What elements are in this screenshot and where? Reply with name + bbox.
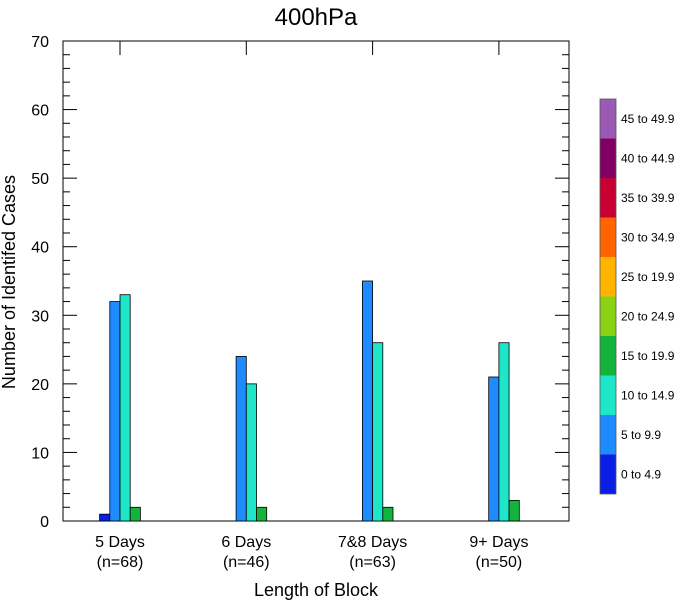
x-tick-label: 9+ Days bbox=[469, 534, 528, 551]
x-tick-sublabel: (n=46) bbox=[223, 554, 270, 571]
legend-label: 20 to 24.9 bbox=[621, 309, 675, 323]
bar bbox=[119, 294, 131, 522]
y-tick-label: 50 bbox=[31, 171, 49, 188]
legend-frame bbox=[599, 98, 617, 495]
legend-label: 30 to 34.9 bbox=[621, 230, 675, 244]
legend-label: 5 to 9.9 bbox=[621, 428, 661, 442]
bar bbox=[361, 280, 373, 522]
bar bbox=[498, 342, 510, 522]
legend-label: 25 to 19.9 bbox=[621, 270, 675, 284]
legend-swatch bbox=[600, 415, 616, 455]
y-tick-label: 20 bbox=[31, 377, 49, 394]
y-tick-label: 0 bbox=[40, 514, 49, 531]
legend-label: 0 to 4.9 bbox=[621, 467, 661, 481]
plot-area: 0 10 20 30 40 50 60 70 5 Days (n=68) 6 Days (n=46) 7… bbox=[31, 34, 570, 571]
bar bbox=[99, 513, 111, 522]
x-tick-label: 6 Days bbox=[221, 534, 271, 551]
legend-swatch bbox=[600, 138, 616, 178]
bar bbox=[129, 506, 141, 522]
bar bbox=[508, 500, 520, 522]
x-tick-label: 5 Days bbox=[95, 534, 145, 551]
y-tick-label: 40 bbox=[31, 240, 49, 257]
y-tick-label: 70 bbox=[31, 34, 49, 51]
legend-label: 10 to 14.9 bbox=[621, 388, 675, 402]
bar bbox=[245, 383, 257, 522]
legend-swatch bbox=[600, 296, 616, 336]
legend-label: 45 to 49.9 bbox=[621, 112, 675, 126]
y-axis-label: Number of Identifed Cases bbox=[0, 175, 19, 389]
bar bbox=[488, 376, 500, 522]
legend-swatch bbox=[600, 257, 616, 297]
bar bbox=[256, 506, 268, 522]
legend-label: 15 to 19.9 bbox=[621, 349, 675, 363]
x-axis-label: Length of Block bbox=[254, 580, 379, 600]
y-tick-label: 30 bbox=[31, 308, 49, 325]
legend-swatch bbox=[600, 99, 616, 139]
legend-swatch bbox=[600, 375, 616, 415]
bar bbox=[235, 356, 247, 522]
bar bbox=[382, 506, 394, 522]
legend-label: 35 to 39.9 bbox=[621, 191, 675, 205]
y-tick-label: 60 bbox=[31, 103, 49, 120]
bar bbox=[372, 342, 384, 522]
legend-swatch bbox=[600, 178, 616, 218]
x-tick-sublabel: (n=68) bbox=[97, 554, 144, 571]
legend-swatch bbox=[600, 336, 616, 376]
x-tick-label: 7&8 Days bbox=[338, 534, 407, 551]
chart-title: 400hPa bbox=[275, 4, 358, 31]
plot-frame bbox=[62, 40, 570, 522]
x-tick-sublabel: (n=50) bbox=[476, 554, 523, 571]
legend-swatch bbox=[600, 454, 616, 494]
x-tick-sublabel: (n=63) bbox=[349, 554, 396, 571]
legend-label: 40 to 44.9 bbox=[621, 151, 675, 165]
y-tick-label: 10 bbox=[31, 445, 49, 462]
legend: 45 to 49.9 40 to 44.9 35 to 39.9 30 to 34.9… bbox=[599, 98, 675, 495]
bar bbox=[109, 301, 121, 522]
legend-swatch bbox=[600, 217, 616, 257]
